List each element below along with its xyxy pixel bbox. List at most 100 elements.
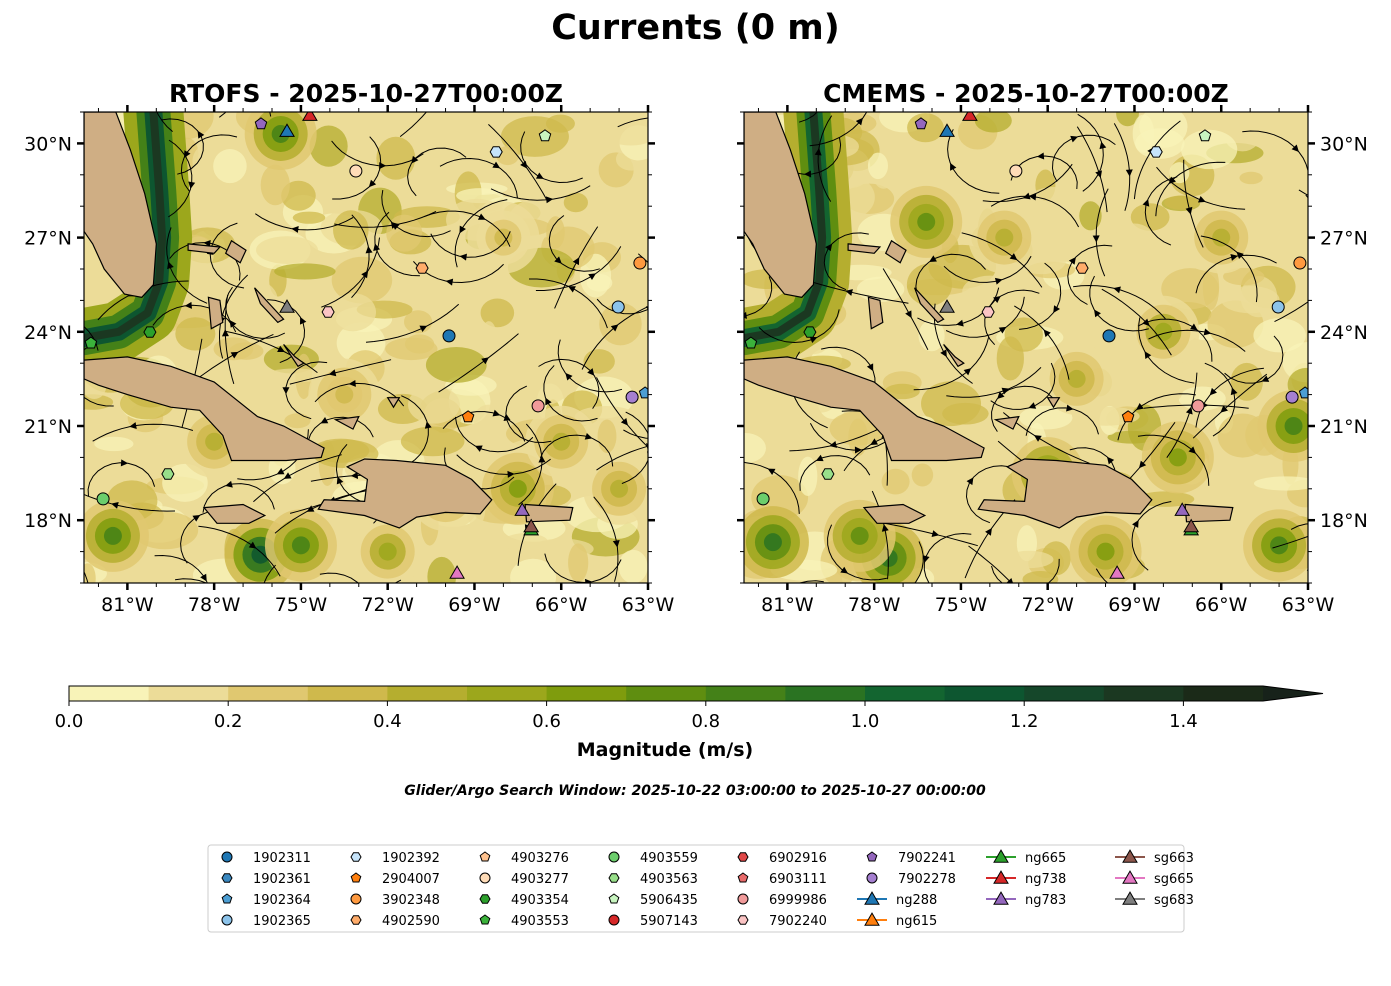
- land-1: [744, 356, 985, 462]
- legend-item-1902311: 1902311: [221, 851, 311, 866]
- streamline: [1019, 262, 1062, 330]
- platform-marker-sg665: [449, 565, 465, 579]
- speed-patch: [1239, 171, 1263, 185]
- legend-item-sg663: sg663: [1115, 849, 1194, 866]
- streamline-arrow: [111, 501, 119, 509]
- figure-title: Currents (0 m): [551, 8, 840, 48]
- streamline: [871, 490, 889, 580]
- platform-marker-7902241: [914, 117, 928, 130]
- legend-item-2904007: 2904007: [350, 872, 440, 887]
- legend-label: sg663: [1154, 851, 1194, 866]
- legend-item-4903559: 4903559: [608, 851, 698, 866]
- speed-patch: [1177, 552, 1225, 583]
- streamline-arrow: [229, 320, 237, 328]
- streamline-arrow: [804, 170, 812, 178]
- legend-item-ng288: ng288: [857, 891, 937, 908]
- streamline-arrow: [1132, 520, 1139, 528]
- legend-marker-hexagon: [479, 894, 491, 904]
- platform-marker-4903559: [96, 492, 110, 506]
- legend-item-3902348: 3902348: [350, 893, 440, 908]
- streamline-arrow: [492, 161, 501, 169]
- lat-tick-label: 18°N: [1320, 510, 1368, 532]
- legend: 1902311 1902361 1902364 1902365 1902392 29040…: [207, 844, 1194, 933]
- streamline: [917, 287, 1000, 326]
- legend-label: 7902240: [769, 914, 827, 929]
- streamline: [548, 215, 600, 272]
- streamline: [554, 226, 599, 309]
- legend-label: ng783: [1025, 893, 1066, 908]
- platform-marker-sg663: [523, 518, 540, 533]
- legend-marker-triangle: [993, 849, 1009, 863]
- streamline: [991, 385, 1053, 432]
- streamline: [334, 210, 437, 228]
- platform-marker-4903563: [161, 468, 175, 480]
- streamline-arrow: [368, 179, 377, 188]
- speed-patch: [996, 336, 1024, 381]
- streamline-arrow: [1066, 404, 1074, 412]
- speed-patch: [546, 216, 565, 249]
- map-content: [744, 112, 1308, 583]
- streamline-arrow: [492, 409, 501, 417]
- lon-tick-label: 75°W: [275, 594, 328, 616]
- speed-patch: [1253, 476, 1308, 491]
- streamline-arrow: [825, 243, 833, 252]
- streamline: [1192, 373, 1268, 439]
- land-1: [84, 356, 325, 462]
- streamline-arrow: [299, 316, 307, 325]
- streamline-arrow: [1053, 305, 1060, 313]
- lat-tick-label: 24°N: [1320, 322, 1368, 344]
- speed-patch: [333, 210, 369, 250]
- streamline: [529, 278, 608, 329]
- streamline-arrow: [1185, 206, 1193, 215]
- lat-tick-label: 21°N: [24, 416, 72, 438]
- colorbar-tick-label: 0.4: [373, 711, 402, 732]
- speed-patch: [1135, 128, 1185, 159]
- legend-marker-circle: [737, 893, 749, 905]
- speed-patch: [1136, 491, 1195, 507]
- speed-patch: [545, 114, 575, 133]
- platform-marker-3902348: [633, 256, 647, 270]
- streamline: [1133, 120, 1181, 200]
- streamline-arrow: [55, 312, 63, 319]
- streamline: [505, 385, 552, 444]
- streamline-arrow: [922, 555, 930, 563]
- streamline-arrow: [507, 470, 515, 478]
- speed-patch: [229, 342, 264, 360]
- platform-marker-5906435: [538, 129, 552, 142]
- legend-marker-triangle: [864, 891, 880, 905]
- streamline-arrow: [1188, 446, 1197, 454]
- legend-marker-hexagon: [221, 873, 233, 883]
- streamline-arrow: [277, 345, 285, 353]
- legend-label: 5907143: [640, 914, 698, 929]
- legend-item-4903553: 4903553: [479, 914, 569, 929]
- speed-patch: [1240, 276, 1278, 318]
- speed-patch: [942, 402, 989, 425]
- legend-marker-hexagon: [737, 852, 749, 862]
- streamline: [965, 465, 1010, 524]
- speed-patch: [94, 436, 134, 452]
- platform-marker-4903553: [744, 336, 758, 349]
- land-8: [914, 287, 945, 324]
- colorbar-segment: [387, 686, 468, 701]
- platform-marker-4903354: [143, 326, 157, 338]
- speed-patch: [213, 149, 247, 184]
- streamline: [809, 112, 868, 147]
- legend-label: 1902392: [382, 851, 440, 866]
- streamline: [798, 580, 824, 583]
- legend-item-6999986: 6999986: [737, 893, 827, 908]
- streamline: [218, 274, 249, 359]
- streamline-arrow: [336, 476, 344, 485]
- legend-item-4903354: 4903354: [479, 893, 569, 908]
- platform-marker-4903563: [821, 468, 835, 480]
- streamline-arrow: [985, 527, 992, 536]
- streamline: [947, 129, 1000, 194]
- streamline: [454, 199, 508, 268]
- streamline: [321, 237, 380, 308]
- land-0: [744, 112, 817, 298]
- legend-label: 4902590: [382, 914, 440, 929]
- streamline: [1195, 254, 1277, 294]
- platform-marker-4903553: [84, 336, 98, 349]
- streamline-arrow: [69, 372, 76, 379]
- legend-label: ng738: [1025, 872, 1066, 887]
- land-6: [884, 239, 907, 264]
